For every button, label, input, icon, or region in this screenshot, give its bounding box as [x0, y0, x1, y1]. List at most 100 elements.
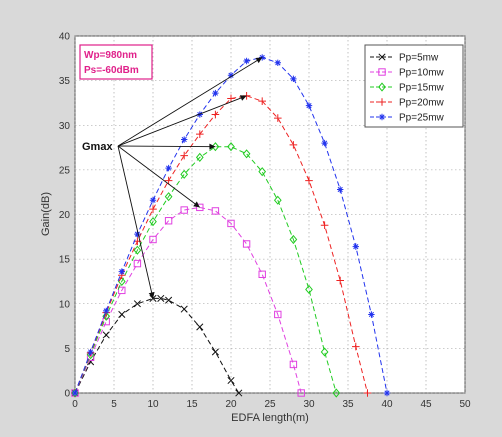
data-point [118, 268, 125, 275]
series-line [74, 146, 337, 394]
y-tick-label: 20 [59, 210, 71, 221]
series-line [74, 95, 368, 394]
series-layer [71, 54, 391, 398]
data-point [118, 286, 126, 295]
data-point [196, 130, 204, 138]
x-tick-label: 30 [303, 399, 315, 410]
y-tick-label: 5 [64, 344, 70, 355]
y-axis-label: Gain(dB) [40, 192, 52, 236]
data-point [196, 203, 204, 212]
data-point [383, 389, 391, 397]
gmax-arrow-head [193, 201, 200, 208]
x-tick-labels: 0 5 10 15 20 25 30 35 40 45 50 [72, 399, 471, 410]
data-point [243, 57, 250, 65]
data-point [195, 152, 204, 162]
data-point [290, 75, 297, 83]
gmax-arrow-line [117, 145, 154, 299]
data-point [86, 350, 95, 360]
data-point [320, 347, 329, 357]
gmax-arrow-line [117, 145, 216, 148]
data-point [211, 142, 220, 152]
data-point [164, 176, 173, 185]
data-point [305, 102, 313, 109]
data-point [102, 331, 110, 339]
legend-entry: Pp=10mw [370, 68, 445, 79]
gmax-arrow-head [239, 95, 247, 101]
data-point [320, 221, 329, 230]
data-point [289, 234, 298, 245]
x-tick-label: 25 [264, 399, 276, 410]
data-point [133, 259, 142, 268]
legend-entry: Pp=5mw [370, 53, 439, 64]
legend-swatch-marker [378, 82, 386, 92]
data-point [133, 245, 142, 255]
legend-swatch-marker [378, 68, 386, 76]
data-point [149, 235, 157, 244]
data-point [289, 141, 298, 149]
gmax-arrows [117, 57, 263, 299]
data-point [149, 217, 157, 227]
data-point [211, 110, 220, 119]
gmax-arrow-head [148, 291, 155, 299]
data-point [297, 389, 305, 397]
legend-entry: Pp=20mw [370, 98, 445, 109]
data-point [227, 219, 235, 228]
legend-label: Pp=20mw [399, 98, 445, 109]
data-point [71, 389, 79, 397]
data-point [336, 276, 344, 285]
data-point [164, 217, 173, 225]
data-point [235, 389, 243, 397]
parameter-box-frame [79, 44, 153, 80]
data-point [133, 300, 141, 308]
data-point [212, 89, 219, 97]
data-point [180, 206, 188, 214]
data-point [180, 151, 188, 160]
data-point [103, 307, 110, 315]
data-point [118, 310, 126, 319]
series-3 [71, 91, 372, 397]
data-point [242, 240, 251, 248]
data-point [227, 72, 235, 79]
data-point [258, 167, 267, 177]
legend-label: Pp=5mw [399, 53, 439, 64]
data-point [149, 205, 157, 213]
data-point [274, 114, 282, 122]
data-point [181, 136, 188, 143]
legend-entries: Pp=5mw Pp=10mw Pp=15mw Pp=20mw Pp=25mw [370, 53, 445, 124]
gmax-arrow-line [117, 145, 201, 208]
parameter-pump-wavelength: Wp=980nm [84, 50, 137, 61]
data-point [149, 197, 157, 204]
data-point [165, 164, 172, 172]
data-point [227, 142, 235, 152]
legend-label: Pp=25mw [399, 113, 445, 124]
data-point [196, 323, 204, 331]
legend-swatch-marker [378, 53, 386, 61]
legend-entry: Pp=25mw [370, 113, 445, 124]
data-point [321, 139, 328, 147]
data-point [102, 311, 111, 321]
legend-label: Pp=15mw [399, 83, 445, 94]
data-point [332, 388, 341, 398]
gmax-arrow-head [255, 57, 263, 64]
data-point [227, 376, 235, 385]
y-tick-label: 25 [59, 165, 71, 176]
x-tick-label: 35 [342, 399, 354, 410]
data-point [258, 270, 266, 278]
data-point [211, 348, 219, 356]
data-point [274, 59, 281, 66]
data-point [164, 192, 173, 202]
x-tick-label: 10 [147, 399, 159, 410]
y-tick-label: 15 [59, 255, 71, 266]
gmax-arrow-line [117, 57, 263, 147]
y-tick-label: 0 [64, 389, 70, 400]
y-tick-label: 30 [59, 121, 71, 132]
data-point [157, 294, 165, 302]
series-0 [71, 294, 243, 397]
data-point [134, 230, 141, 238]
data-point [363, 389, 372, 397]
data-point [242, 149, 251, 159]
parameter-signal-power: Ps=-60dBm [84, 65, 139, 76]
x-tick-label: 0 [72, 399, 78, 410]
